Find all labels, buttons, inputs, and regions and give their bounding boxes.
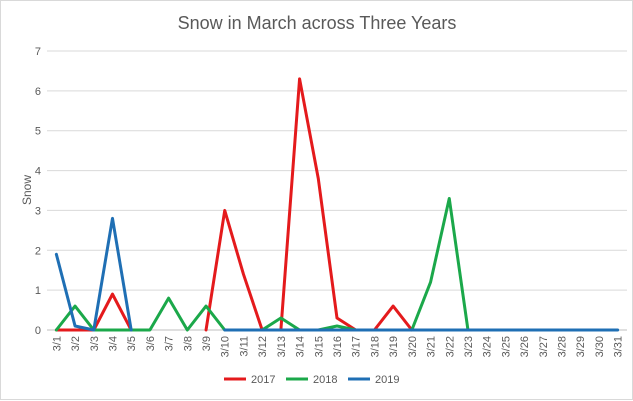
x-tick-label: 3/28 [557, 336, 569, 357]
x-tick-label: 3/8 [182, 336, 194, 351]
x-tick-label: 3/20 [407, 336, 419, 357]
x-tick-label: 3/17 [351, 336, 363, 357]
x-tick-label: 3/15 [313, 336, 325, 357]
x-tick-label: 3/31 [613, 336, 625, 357]
y-tick-label: 3 [35, 205, 41, 217]
x-tick-label: 3/14 [295, 336, 307, 357]
x-tick-label: 3/25 [500, 336, 512, 357]
x-tick-labels: 3/1 3/2 3/3 3/4 3/5 3/6 3/7 3/8 3/9 3/10 3/11 3/12 3… [51, 336, 624, 357]
chart-title: Snow in March across Three Years [178, 13, 457, 33]
x-tick-label: 3/21 [426, 336, 438, 357]
legend: 2017 2018 2019 [224, 374, 399, 386]
y-tick-label: 5 [35, 126, 41, 138]
legend-item-2018: 2018 [286, 374, 337, 386]
y-tick-label: 0 [35, 325, 41, 337]
x-tick-label: 3/11 [238, 336, 250, 357]
x-tick-label: 3/10 [220, 336, 232, 357]
x-tick-label: 3/1 [51, 336, 63, 351]
series-line-2017 [54, 77, 414, 332]
x-tick-label: 3/5 [126, 336, 138, 351]
y-tick-label: 6 [35, 86, 41, 98]
y-tick-labels: 0 1 2 3 4 5 6 7 [35, 46, 41, 337]
y-axis-label: Snow [20, 175, 34, 205]
legend-item-2017: 2017 [224, 374, 275, 386]
x-tick-label: 3/19 [388, 336, 400, 357]
legend-label: 2017 [251, 374, 275, 386]
x-tick-label: 3/6 [145, 336, 157, 351]
series-lines [54, 77, 620, 332]
gridlines [47, 50, 627, 331]
x-tick-label: 3/24 [482, 336, 494, 357]
y-tick-label: 2 [35, 245, 41, 257]
y-tick-label: 1 [35, 285, 41, 297]
x-tick-label: 3/23 [463, 336, 475, 357]
x-tick-label: 3/27 [538, 336, 550, 357]
x-tick-label: 3/9 [201, 336, 213, 351]
x-tick-label: 3/18 [369, 336, 381, 357]
x-tick-label: 3/2 [70, 336, 82, 351]
y-tick-label: 7 [35, 46, 41, 58]
x-tick-label: 3/26 [519, 336, 531, 357]
x-tick-label: 3/12 [257, 336, 269, 357]
x-tick-label: 3/22 [444, 336, 456, 357]
legend-item-2019: 2019 [348, 374, 399, 386]
x-tick-label: 3/13 [276, 336, 288, 357]
x-tick-label: 3/4 [107, 336, 119, 351]
x-tick-label: 3/29 [575, 336, 587, 357]
x-tick-label: 3/16 [332, 336, 344, 357]
legend-label: 2018 [313, 374, 337, 386]
y-tick-label: 4 [35, 166, 41, 178]
legend-label: 2019 [375, 374, 399, 386]
x-tick-label: 3/3 [89, 336, 101, 351]
x-tick-label: 3/30 [594, 336, 606, 357]
x-tick-label: 3/7 [164, 336, 176, 351]
series-line-2019 [54, 216, 620, 332]
series-line-2018 [54, 196, 470, 332]
